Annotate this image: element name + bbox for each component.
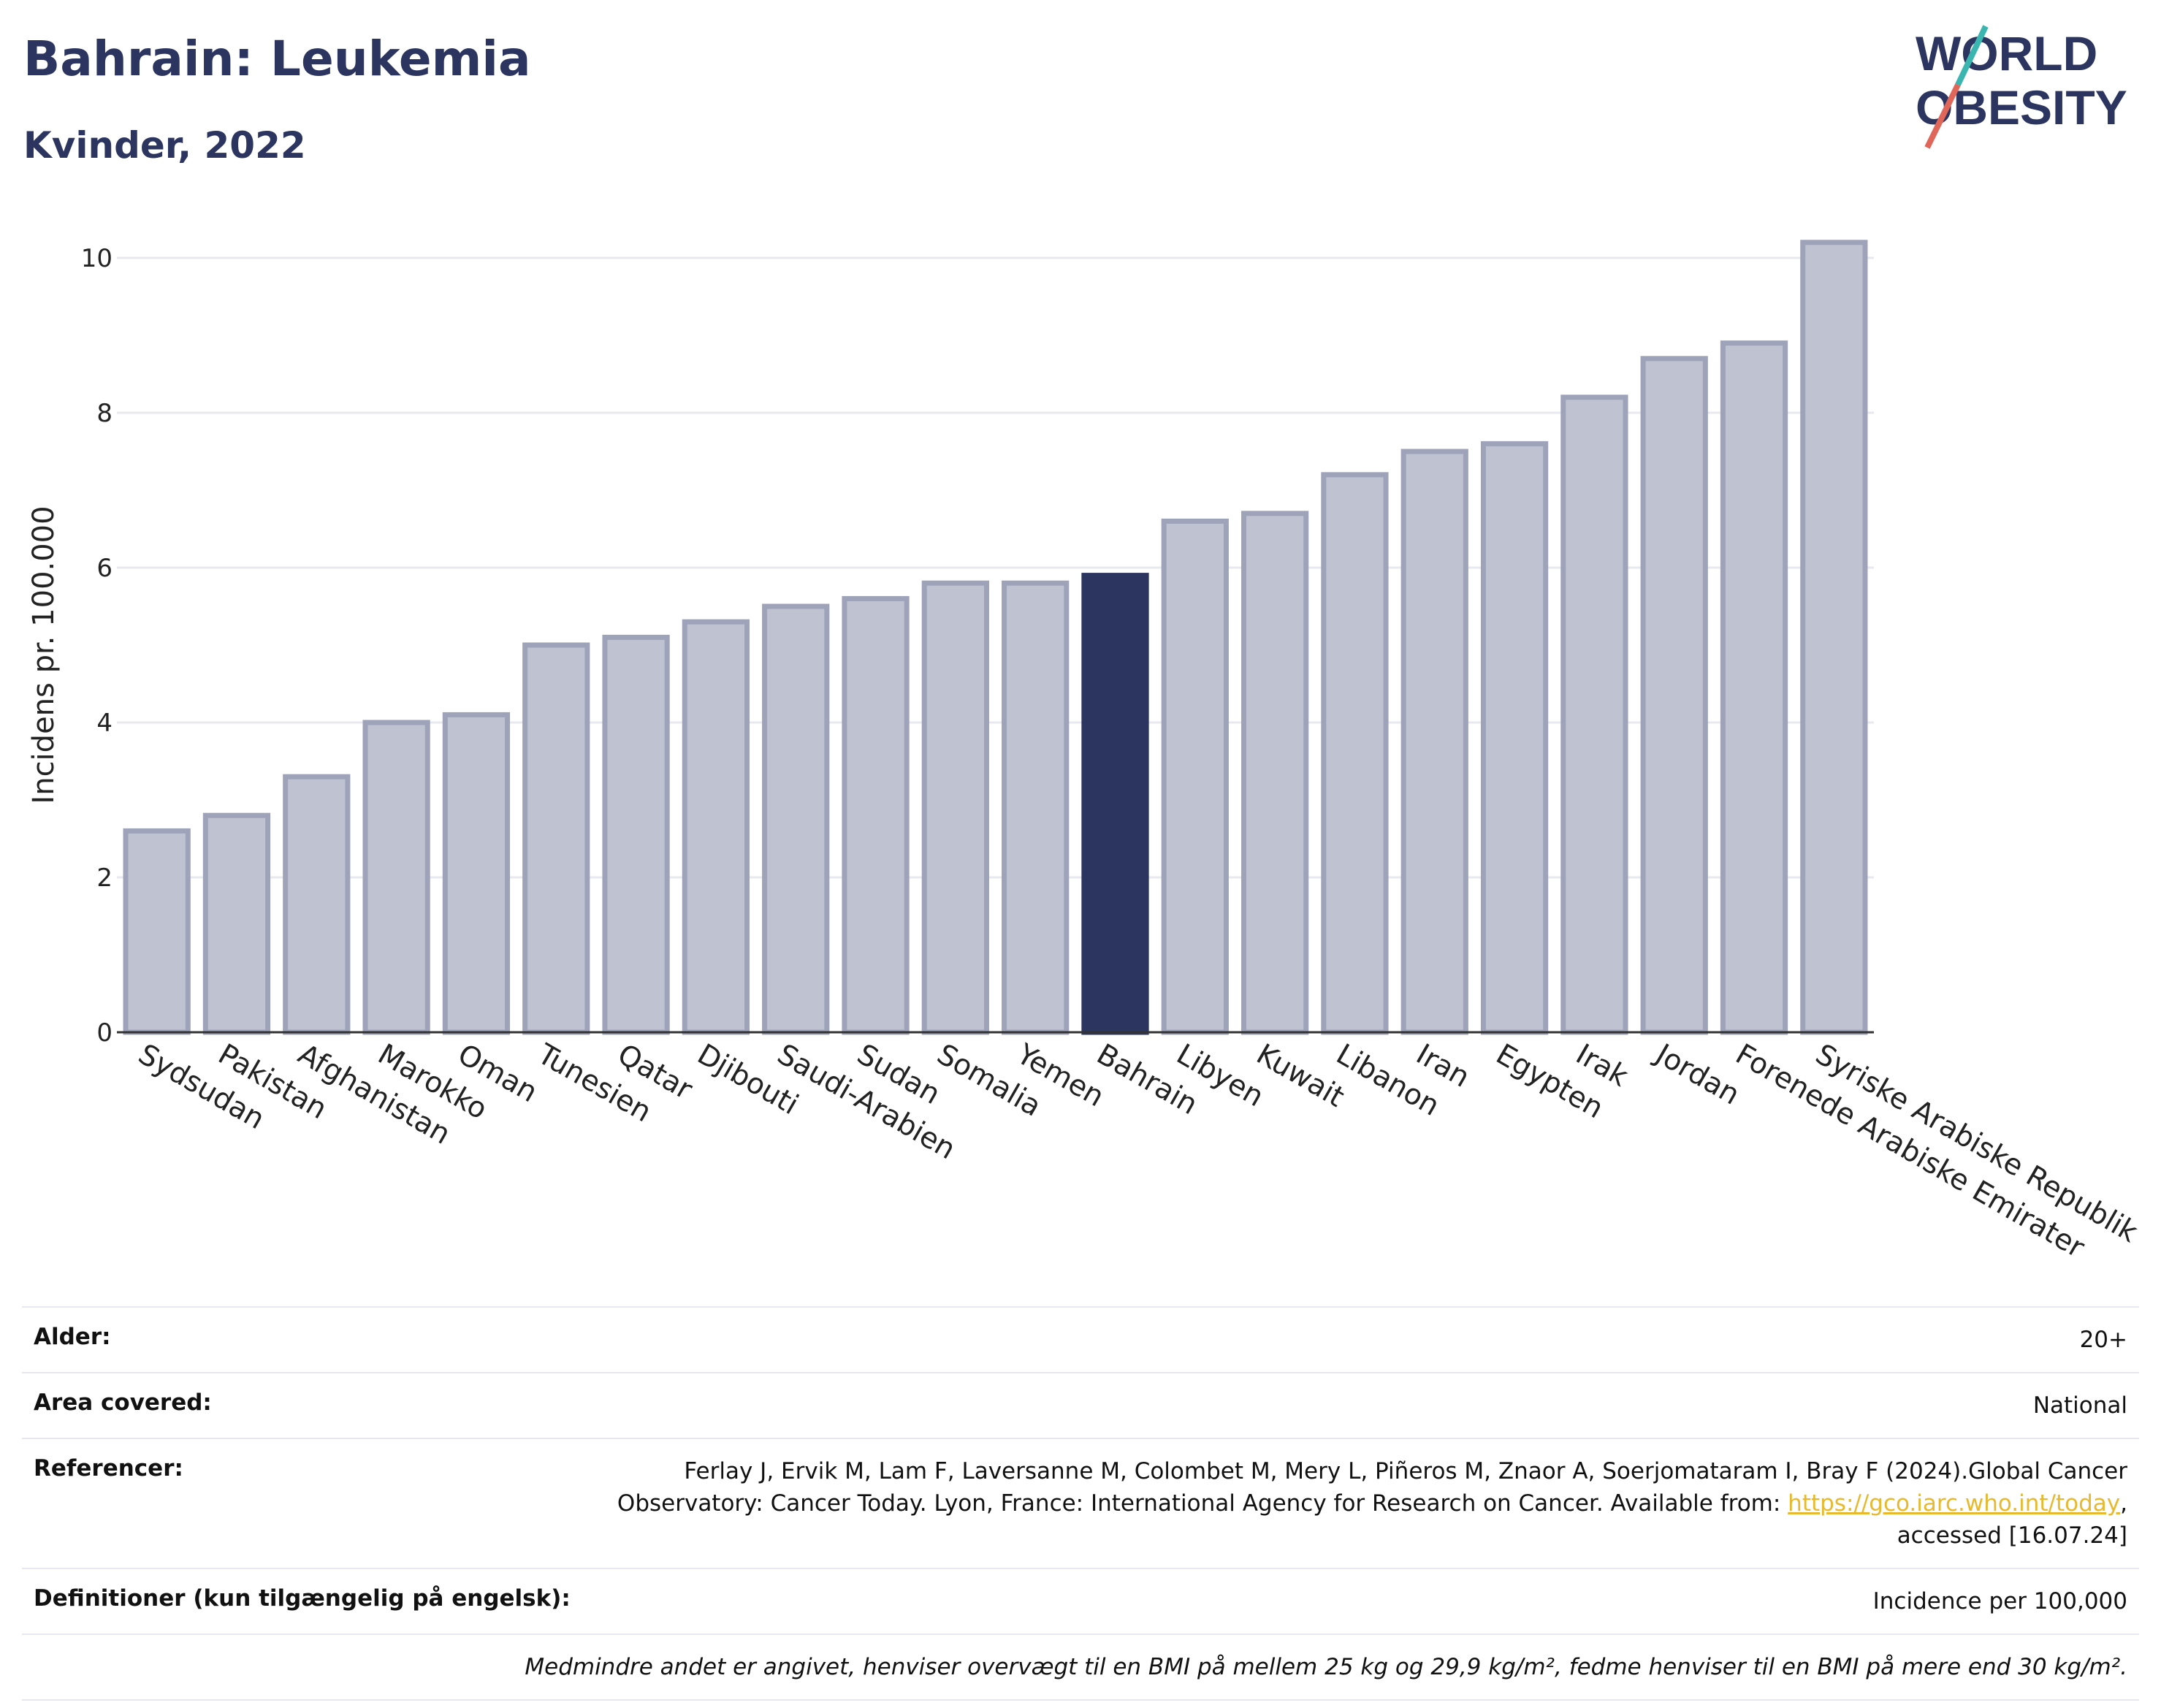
definitions-value: Incidence per 100,000: [1872, 1588, 2127, 1614]
bar-somalia: [921, 580, 989, 1035]
logo-slash-top: [1955, 25, 1989, 86]
bar-bahrain: [1081, 573, 1149, 1035]
definitions-label: Definitioner (kun tilgængelig på engelsk…: [34, 1585, 571, 1612]
info-table: Alder: 20+ Area covered: National Refere…: [22, 1306, 2139, 1701]
bar-kuwait: [1240, 511, 1309, 1035]
bar-sudan: [842, 595, 910, 1035]
bar-saudi-arabien: [762, 603, 830, 1035]
bar-pakistan: [202, 812, 271, 1035]
references-text-1: Ferlay J, Ervik M, Lam F, Laversanne M, …: [617, 1458, 2127, 1517]
bar-irak: [1560, 394, 1628, 1035]
bmi-note: Medmindre andet er angivet, henviser ove…: [525, 1654, 2127, 1680]
bar-sydsudan: [123, 828, 191, 1035]
area-label: Area covered:: [34, 1389, 212, 1416]
references-label: Referencer:: [34, 1455, 183, 1482]
info-row-references: Referencer: Ferlay J, Ervik M, Lam F, La…: [22, 1438, 2139, 1568]
bar-afghanistan: [283, 774, 351, 1035]
page-title: Bahrain: Leukemia: [23, 31, 531, 87]
y-tick-label: 2: [96, 863, 113, 893]
bar-yemen: [1002, 580, 1070, 1035]
y-tick-label: 0: [96, 1018, 113, 1048]
x-tick-label: Jordan: [1648, 1037, 1745, 1112]
bar-tunesien: [522, 642, 590, 1035]
info-row-note: Medmindre andet er angivet, henviser ove…: [22, 1633, 2139, 1701]
y-tick-label: 10: [81, 244, 113, 273]
x-axis-labels: SydsudanPakistanAfghanistanMarokkoOmanTu…: [133, 1037, 2143, 1265]
area-value: National: [2032, 1392, 2127, 1419]
world-obesity-logo: WORLD OBESITY: [1916, 25, 2127, 149]
y-tick-label: 4: [96, 709, 113, 738]
y-axis-ticks: 0 2 4 6 8 10: [81, 244, 113, 1048]
y-axis-title: Incidens pr. 100.000: [27, 506, 61, 804]
references-link[interactable]: https://gco.iarc.who.int/today: [1788, 1490, 2121, 1517]
y-tick-label: 8: [96, 399, 113, 428]
bars: [123, 240, 1868, 1035]
bar-egypten: [1480, 441, 1549, 1035]
y-tick-label: 6: [96, 554, 113, 583]
references-value: Ferlay J, Ervik M, Lam F, Laversanne M, …: [557, 1455, 2127, 1552]
page-subtitle: Kvinder, 2022: [23, 124, 306, 167]
bar-forenede-arabiske-emirater: [1720, 340, 1788, 1035]
x-tick-label: Forenede Arabiske Emirater: [1730, 1038, 2090, 1265]
bar-chart: 0 2 4 6 8 10 SydsudanPakistanAfghanistanMarok…: [27, 240, 2143, 1265]
logo-line2: OBESITY: [1916, 80, 2127, 134]
references-text-2: , accessed [16.07.24]: [1897, 1490, 2127, 1549]
bar-libanon: [1321, 472, 1389, 1035]
bar-jordan: [1640, 356, 1708, 1035]
age-label: Alder:: [34, 1324, 111, 1350]
x-tick-label: Kuwait: [1251, 1038, 1349, 1114]
bar-djibouti: [682, 619, 750, 1035]
logo-slash-bottom: [1924, 83, 1961, 149]
info-row-area: Area covered: National: [22, 1372, 2139, 1438]
info-row-age: Alder: 20+: [22, 1306, 2139, 1372]
bar-iran: [1400, 449, 1468, 1035]
x-tick-label: Syriske Arabiske Republik: [1810, 1038, 2143, 1249]
info-row-definitions: Definitioner (kun tilgængelig på engelsk…: [22, 1568, 2139, 1633]
bar-marokko: [362, 720, 430, 1035]
bar-qatar: [602, 634, 670, 1035]
bar-oman: [442, 712, 511, 1035]
age-value: 20+: [2079, 1327, 2127, 1353]
logo-line1: WORLD: [1916, 26, 2097, 80]
bar-libyen: [1161, 518, 1229, 1035]
bar-syriske-arabiske-republik: [1800, 240, 1868, 1035]
